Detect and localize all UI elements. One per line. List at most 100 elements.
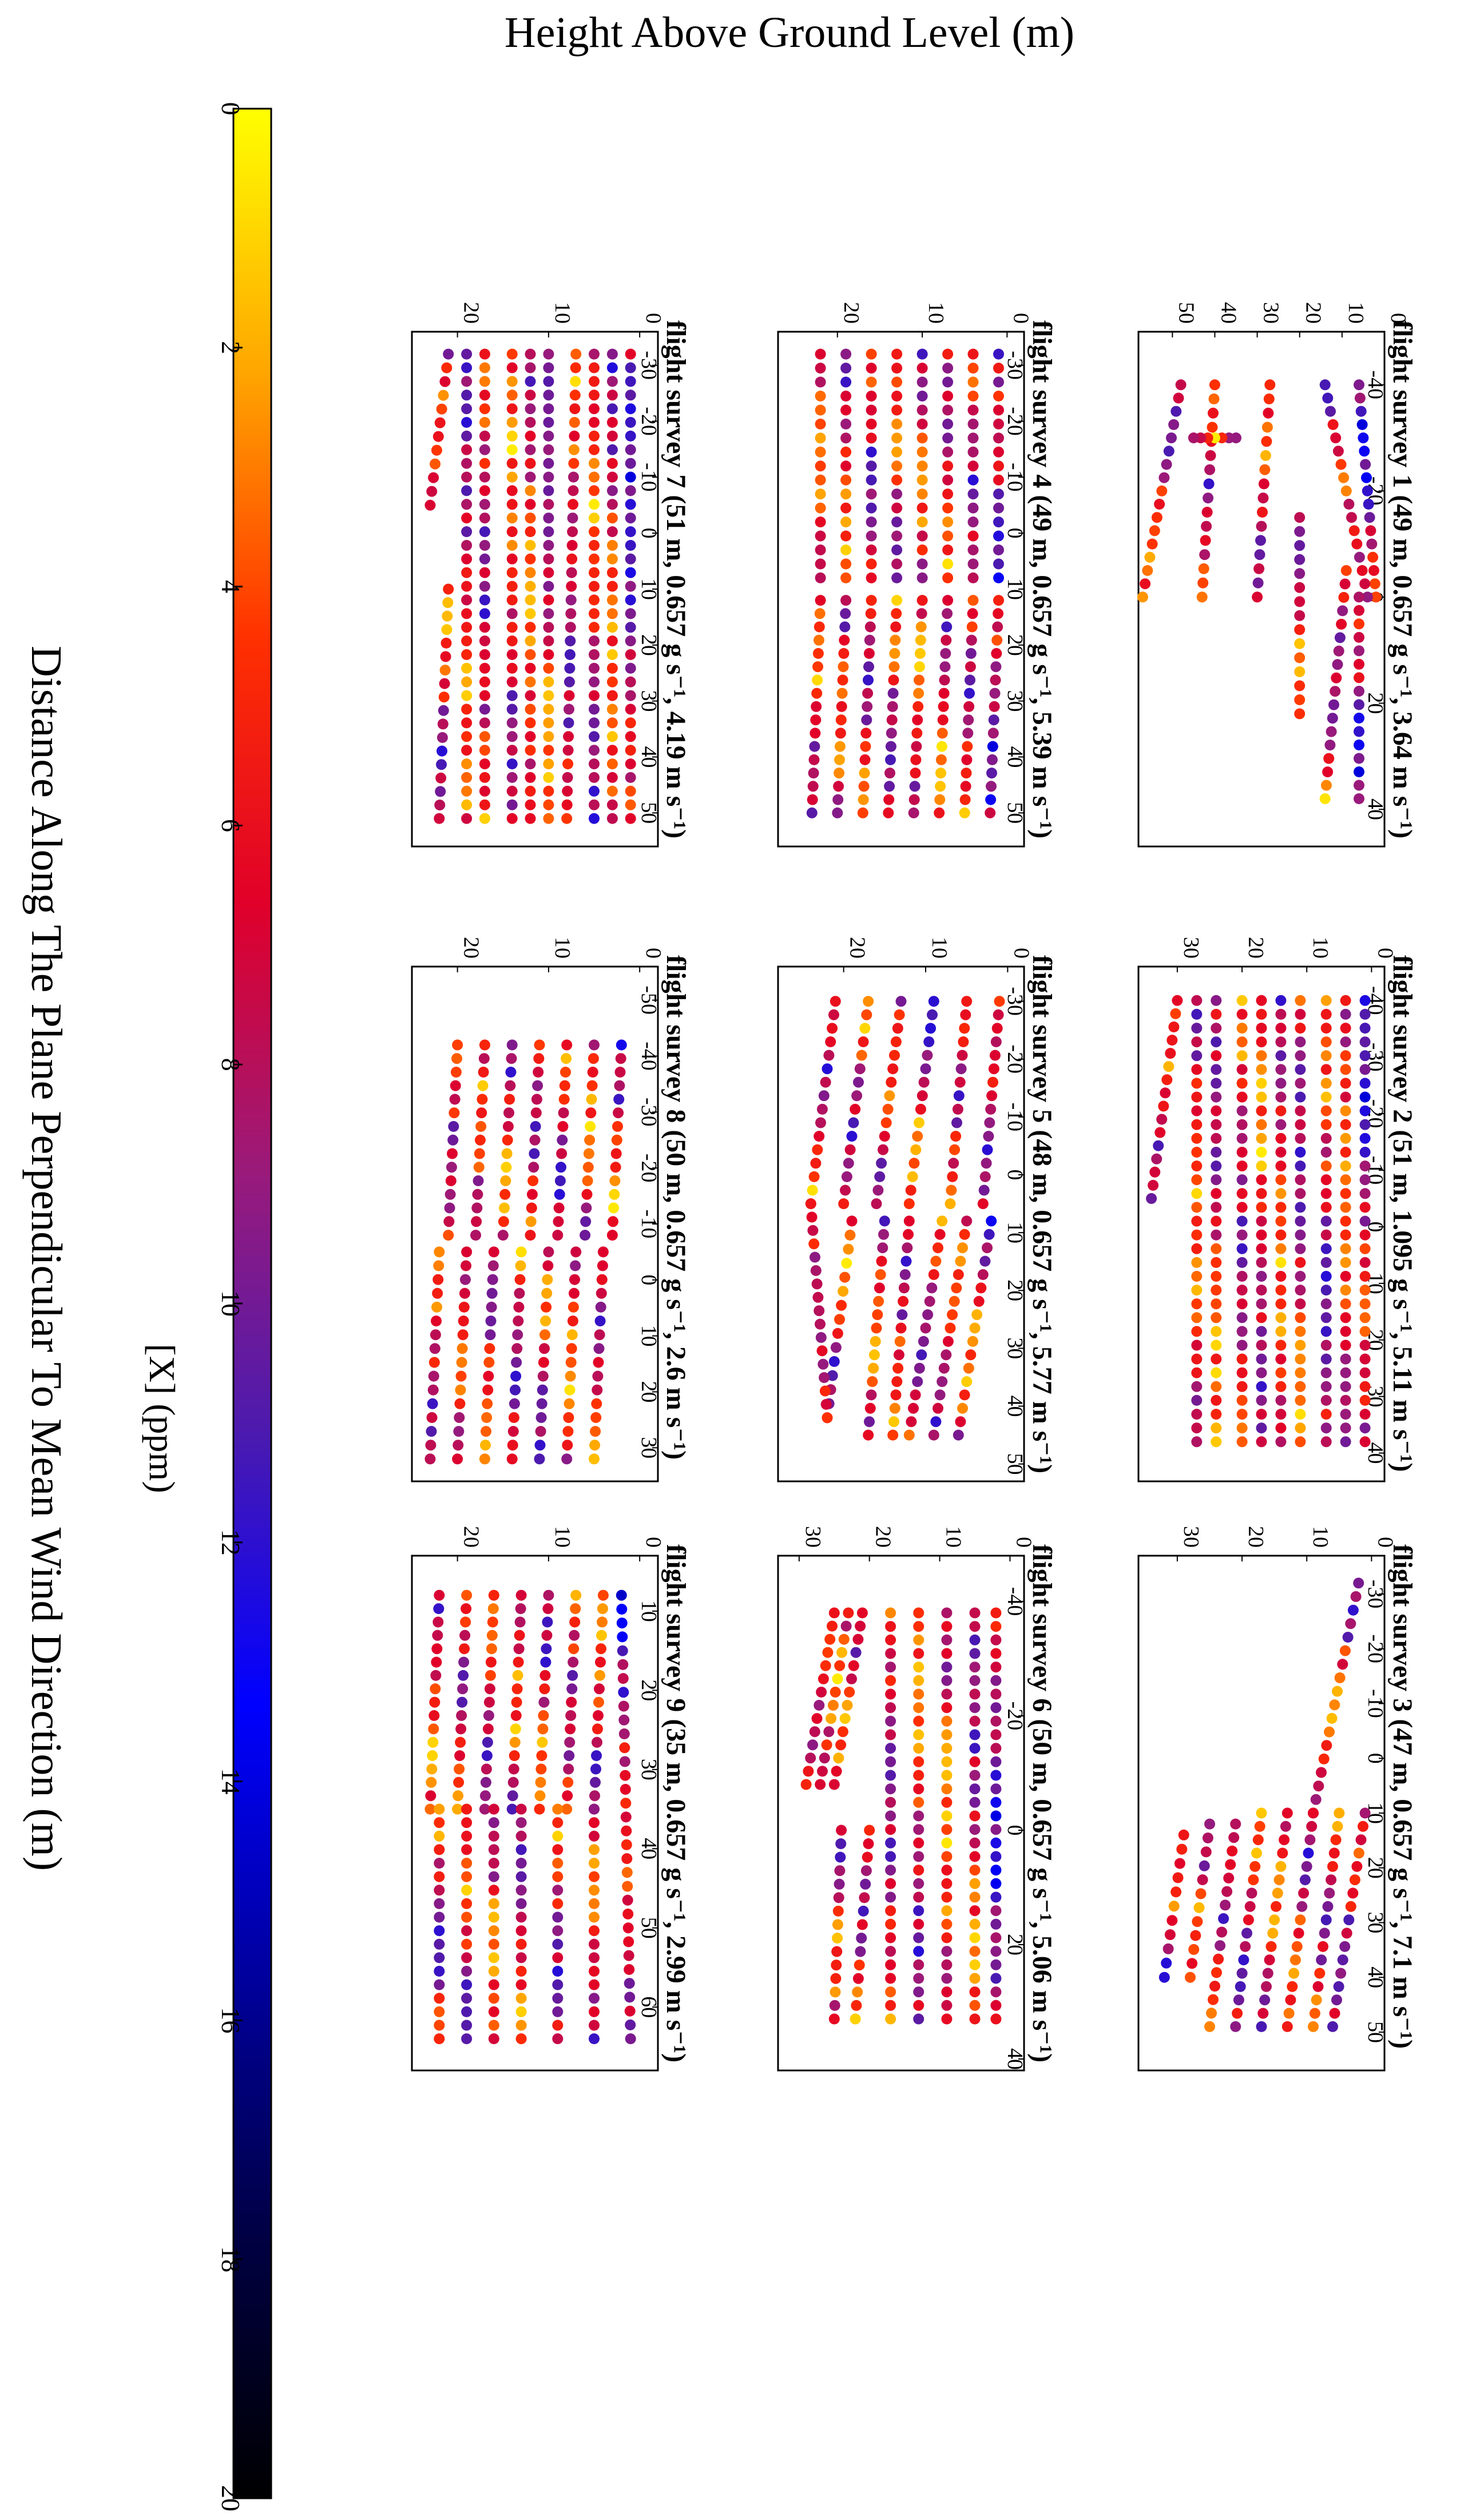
data-point xyxy=(482,1736,493,1748)
data-point xyxy=(1191,1023,1203,1034)
data-point xyxy=(945,1322,956,1334)
data-point xyxy=(1325,406,1336,417)
data-point xyxy=(885,2013,896,2025)
data-point xyxy=(832,1673,843,1684)
data-point xyxy=(541,1643,552,1655)
data-point xyxy=(589,717,600,729)
data-point xyxy=(1330,686,1341,697)
data-point xyxy=(900,1255,912,1267)
data-point xyxy=(953,1269,964,1280)
data-point xyxy=(442,597,454,609)
data-point xyxy=(893,1349,904,1361)
data-point xyxy=(949,1295,960,1307)
data-point xyxy=(1259,464,1271,475)
data-point xyxy=(434,2006,445,2017)
data-point xyxy=(562,758,574,770)
data-point xyxy=(971,1309,983,1321)
data-point xyxy=(1314,1967,1326,1979)
data-point xyxy=(913,1918,925,1930)
data-point xyxy=(589,471,600,483)
data-point xyxy=(990,1607,1002,1619)
data-point xyxy=(1213,1953,1224,1965)
data-point xyxy=(840,1185,851,1196)
data-point xyxy=(815,376,826,388)
data-point xyxy=(506,622,518,633)
data-point xyxy=(1340,1381,1351,1392)
data-point xyxy=(589,389,600,401)
data-point xyxy=(885,1688,896,1700)
data-point xyxy=(990,1783,1002,1795)
data-point xyxy=(470,1230,481,1241)
data-point xyxy=(916,391,928,402)
data-point xyxy=(967,376,979,388)
data-point xyxy=(836,1825,847,1836)
data-point xyxy=(589,594,600,606)
data-point xyxy=(525,703,536,715)
data-point xyxy=(925,1023,937,1034)
data-point xyxy=(913,1878,925,1889)
data-point xyxy=(840,530,852,542)
data-point xyxy=(1320,1353,1332,1365)
data-point xyxy=(461,526,473,538)
data-point xyxy=(1211,1036,1222,1048)
panel-7: flight survey 7 (51 m, 0.657 g s⁻¹, 4.19… xyxy=(411,302,691,848)
data-point xyxy=(566,567,577,578)
data-point xyxy=(569,430,580,442)
data-point xyxy=(606,703,618,715)
data-point xyxy=(868,1349,880,1361)
data-point xyxy=(618,1714,630,1726)
data-point xyxy=(525,581,536,592)
data-point xyxy=(505,1067,517,1078)
data-point xyxy=(941,2000,953,2011)
panel-title: flight survey 3 (47 m, 0.657 g s⁻¹, 7.1 … xyxy=(1387,1544,1418,2049)
data-point xyxy=(1320,780,1332,791)
data-point xyxy=(543,376,554,387)
data-point xyxy=(1211,1967,1222,1978)
data-point xyxy=(1353,1577,1364,1589)
data-point xyxy=(592,1723,603,1735)
data-point xyxy=(506,662,518,674)
data-point xyxy=(816,1687,827,1698)
data-point xyxy=(1322,766,1334,778)
data-point xyxy=(1333,645,1344,657)
data-point xyxy=(840,474,852,486)
data-point xyxy=(864,634,875,646)
data-point xyxy=(993,474,1004,486)
data-point xyxy=(488,1246,499,1258)
data-point xyxy=(500,1175,511,1186)
data-point xyxy=(969,1837,981,1849)
data-point xyxy=(915,621,927,633)
data-point xyxy=(514,1274,526,1285)
panel-3: flight survey 3 (47 m, 0.657 g s⁻¹, 7.1 … xyxy=(1137,1526,1418,2072)
data-point xyxy=(569,1616,581,1628)
data-point xyxy=(1316,1767,1327,1778)
data-point xyxy=(990,1621,1002,1632)
data-point xyxy=(913,1946,925,1957)
data-point xyxy=(479,758,490,770)
data-point xyxy=(488,1925,499,1937)
data-point xyxy=(1355,406,1367,417)
data-point xyxy=(885,1634,896,1645)
x-tick-label: 50 xyxy=(1003,802,1027,824)
data-point xyxy=(1173,392,1184,404)
data-point xyxy=(504,1094,515,1105)
data-point xyxy=(969,1648,981,1659)
data-point xyxy=(1267,1927,1279,1939)
data-point xyxy=(514,1629,525,1641)
data-point xyxy=(1281,2021,1293,2032)
data-point xyxy=(840,558,852,570)
data-point xyxy=(1359,1202,1371,1213)
data-point xyxy=(947,1171,958,1182)
data-point xyxy=(1303,1847,1314,1859)
data-point xyxy=(1256,1394,1267,1406)
data-point xyxy=(1211,1367,1222,1378)
data-point xyxy=(1202,1833,1213,1843)
y-tick-label: 0 xyxy=(1009,313,1033,324)
data-point xyxy=(1279,1834,1290,1846)
data-point xyxy=(445,1175,457,1186)
data-point xyxy=(965,1349,977,1361)
data-point xyxy=(934,794,946,805)
data-point xyxy=(431,1301,442,1313)
data-point xyxy=(458,1670,469,1681)
data-point xyxy=(1316,1954,1327,1966)
